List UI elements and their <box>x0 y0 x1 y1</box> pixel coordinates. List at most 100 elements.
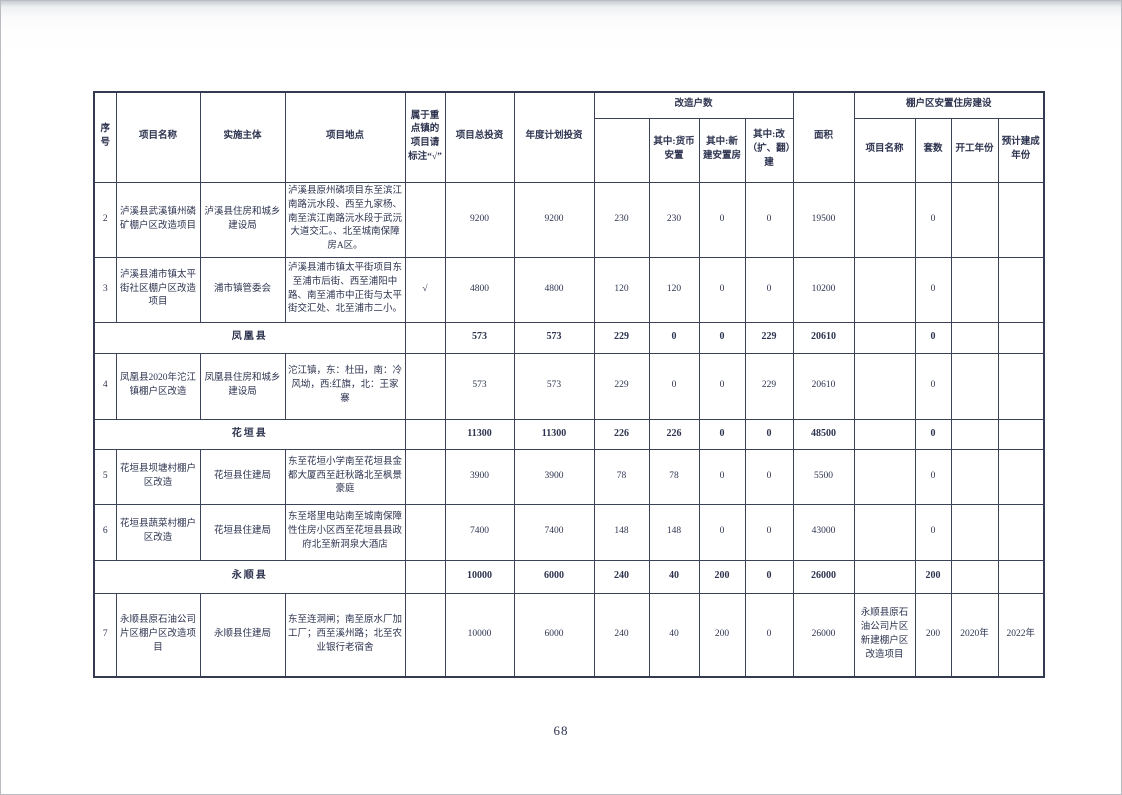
table-cell <box>404 321 446 354</box>
table-cell: 230 <box>648 181 700 258</box>
table-cell <box>404 559 446 594</box>
table-cell <box>853 418 916 450</box>
table-cell: 0 <box>698 503 746 561</box>
header-rebuild-expand: 其中:改（扩、翻）建 <box>744 117 794 183</box>
table-cell: 48500 <box>792 418 855 450</box>
table-cell: 11300 <box>444 418 515 450</box>
table-cell: 0 <box>698 181 746 258</box>
table-cell: 4 <box>93 352 117 420</box>
county-name-cell: 花垣县 <box>93 418 406 450</box>
table-cell: 泸溪县浦市镇太平街社区棚户区改造项目 <box>115 256 201 323</box>
table-cell: 5500 <box>792 448 855 505</box>
table-cell: 花垣县住建局 <box>199 448 286 505</box>
header-project-location: 项目地点 <box>284 91 406 183</box>
table-cell: 0 <box>744 592 794 678</box>
header-annual-investment: 年度计划投资 <box>513 91 595 183</box>
table-cell <box>997 256 1045 323</box>
table-cell: 148 <box>593 503 650 561</box>
header-area: 面积 <box>792 91 855 183</box>
table-cell <box>950 418 999 450</box>
table-cell <box>997 559 1045 594</box>
county-subtotal-row: 花垣县 11300 11300 226 226 0 0 48500 0 <box>93 418 1045 450</box>
table-cell: 40 <box>648 592 700 678</box>
table-cell <box>853 448 916 505</box>
header-unit-count: 套数 <box>914 117 952 183</box>
table-cell: 3 <box>93 256 117 323</box>
table-row: 3 泸溪县浦市镇太平街社区棚户区改造项目 浦市镇管委会 泸溪县浦市镇太平街项目东至浦市… <box>93 256 1045 323</box>
header-households-total <box>593 117 650 183</box>
header-expected-completion-year: 预计建成年份 <box>997 117 1045 183</box>
table-cell: 沱江镇，东：杜田，南：冷风坳，西:红旗，北：王家寨 <box>284 352 406 420</box>
table-cell: 0 <box>698 418 746 450</box>
table-cell: 2 <box>93 181 117 258</box>
table-cell: 4800 <box>513 256 595 323</box>
table-cell: 东至塔里电站南至城南保障性住房小区西至花垣县县政府北至新洞泉大酒店 <box>284 503 406 561</box>
header-total-investment: 项目总投资 <box>444 91 515 183</box>
table-cell: 78 <box>593 448 650 505</box>
table-cell: 花垣县住建局 <box>199 503 286 561</box>
table-cell: 泸溪县原州磷项目东至滨江南路沅水段、西至九家杨、南至滨江南路沅水段于武沅大道交汇… <box>284 181 406 258</box>
table-cell <box>950 181 999 258</box>
header-new-resettlement-housing: 其中:新建安置房 <box>698 117 746 183</box>
table-cell: 0 <box>744 181 794 258</box>
table-cell <box>853 559 916 594</box>
projects-table: 序号 项目名称 实施主体 项目地点 属于重点镇的项目请标注“√” 项目总投资 年… <box>93 91 1046 678</box>
header-key-town-mark: 属于重点镇的项目请标注“√” <box>404 91 446 183</box>
table-cell: 573 <box>513 321 595 354</box>
table-cell: 0 <box>648 352 700 420</box>
table-cell <box>404 448 446 505</box>
table-cell: 泸溪县住房和城乡建设局 <box>199 181 286 258</box>
table-cell <box>950 503 999 561</box>
table-cell <box>997 418 1045 450</box>
table-cell: 0 <box>914 181 952 258</box>
table-cell: 凤凰县2020年沱江镇棚户区改造 <box>115 352 201 420</box>
table-cell: 东至花垣小学南至花垣县金都大厦西至赶秋路北至枫景豪庭 <box>284 448 406 505</box>
table-cell: 5 <box>93 448 117 505</box>
table-cell: 花垣县蔬菜村棚户区改造 <box>115 503 201 561</box>
table-cell: 3900 <box>513 448 595 505</box>
table-row: 4 凤凰县2020年沱江镇棚户区改造 凤凰县住房和城乡建设局 沱江镇，东：杜田，南：冷… <box>93 352 1045 420</box>
table-cell: 6000 <box>513 559 595 594</box>
table-cell: 573 <box>513 352 595 420</box>
header-project-name: 项目名称 <box>115 91 201 183</box>
table-cell: 0 <box>698 256 746 323</box>
table-cell: 泸溪县武溪镇州磷矿棚户区改造项目 <box>115 181 201 258</box>
table-row: 6 花垣县蔬菜村棚户区改造 花垣县住建局 东至塔里电站南至城南保障性住房小区西至花垣县… <box>93 503 1045 561</box>
table-cell <box>997 503 1045 561</box>
table-cell: 200 <box>914 592 952 678</box>
county-subtotal-row: 永顺县 10000 6000 240 40 200 0 26000 200 <box>93 559 1045 594</box>
table-body: 2 泸溪县武溪镇州磷矿棚户区改造项目 泸溪县住房和城乡建设局 泸溪县原州磷项目东至滨江… <box>93 181 1045 678</box>
table-cell: 26000 <box>792 559 855 594</box>
table-cell <box>997 181 1045 258</box>
table-cell <box>853 352 916 420</box>
table-cell: 229 <box>593 321 650 354</box>
table-cell: 19500 <box>792 181 855 258</box>
table-row: 7 永顺县原石油公司片区棚户区改造项目 永顺县住建局 东至连洞闸；南至原水厂加工厂；西… <box>93 592 1045 678</box>
table-cell <box>404 503 446 561</box>
table-cell <box>404 418 446 450</box>
table-cell: 4800 <box>444 256 515 323</box>
table-cell: 3900 <box>444 448 515 505</box>
table-cell: 0 <box>744 256 794 323</box>
table-cell: 6 <box>93 503 117 561</box>
header-group-resettlement-housing: 棚户区安置住房建设 <box>853 91 1045 119</box>
table-cell: 0 <box>698 321 746 354</box>
table-cell: 200 <box>698 559 746 594</box>
table-cell: 0 <box>914 418 952 450</box>
table-cell: 0 <box>744 448 794 505</box>
table-cell: 2020年 <box>950 592 999 678</box>
county-name-cell: 永顺县 <box>93 559 406 594</box>
table-cell: 7400 <box>513 503 595 561</box>
page-number: 68 <box>553 723 569 738</box>
table-cell: 0 <box>648 321 700 354</box>
table-cell: 120 <box>648 256 700 323</box>
table-cell: 0 <box>744 559 794 594</box>
table-cell: 0 <box>914 352 952 420</box>
table-cell: 226 <box>593 418 650 450</box>
table-cell <box>997 448 1045 505</box>
table-cell <box>950 352 999 420</box>
table-cell: 229 <box>744 321 794 354</box>
table-cell: 229 <box>593 352 650 420</box>
table-cell <box>950 559 999 594</box>
